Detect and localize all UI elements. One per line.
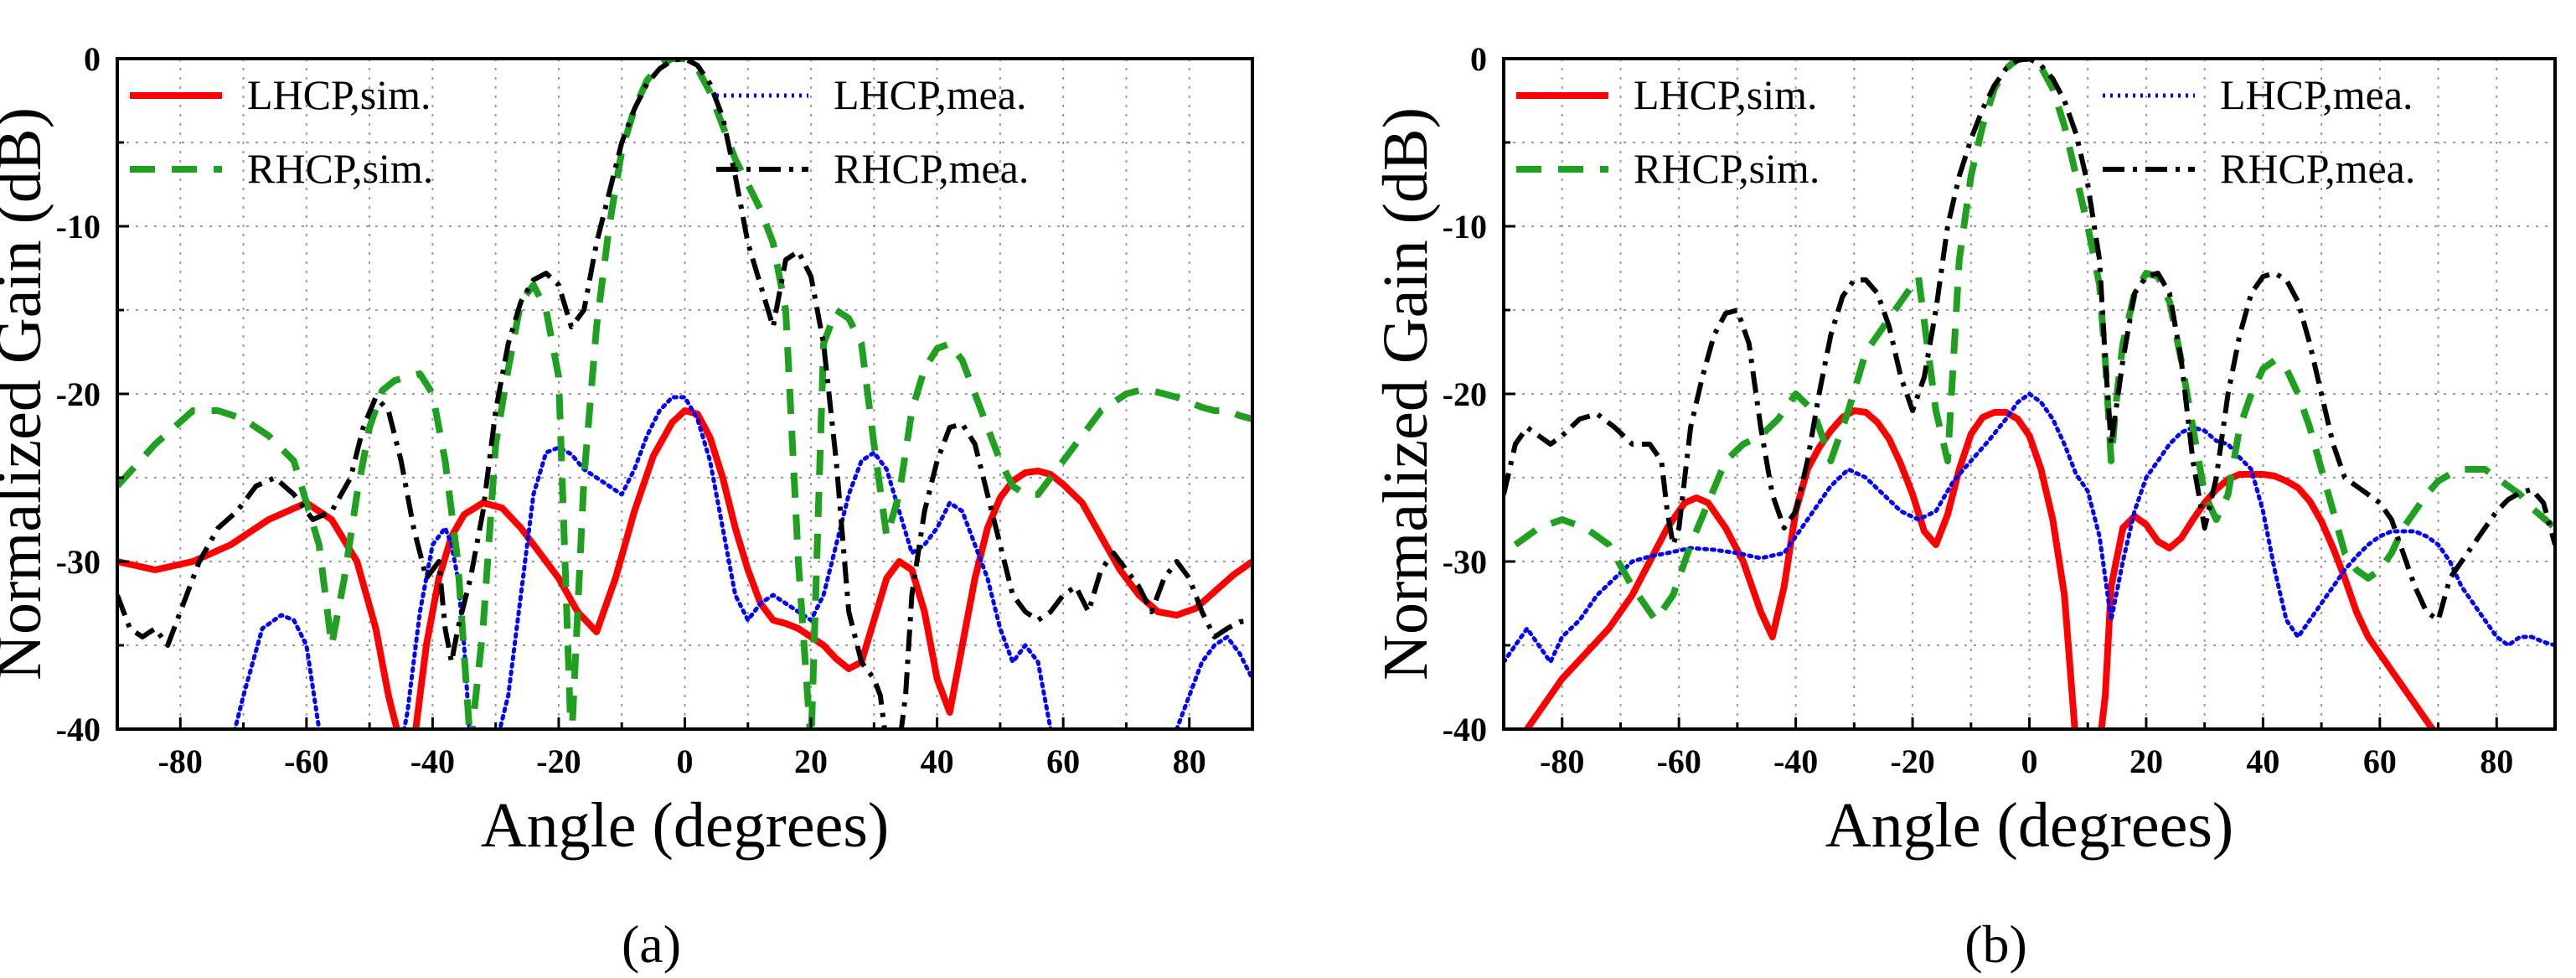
y-axis-title: Normalized Gain (dB) [1371, 107, 1441, 680]
x-tick-label: 20 [2129, 743, 2163, 780]
grid-lines [1504, 59, 2555, 729]
x-tick-label: 0 [2021, 743, 2038, 780]
x-tick-label: -40 [410, 743, 455, 780]
x-axis-title: Angle (degrees) [481, 790, 889, 861]
x-tick-label: -80 [1540, 743, 1584, 780]
legend-label: RHCP,mea. [834, 145, 1029, 192]
chart-panel-a: -80 -60 -40 -20 0 20 40 60 80 0 -10 -20 -30 -40 LHCP,… [0, 40, 1254, 974]
y-tick-label: -30 [1443, 543, 1487, 581]
legend-label: LHCP,sim. [247, 71, 431, 118]
x-tick-label: -60 [284, 743, 328, 780]
x-tick-label: 60 [2363, 743, 2397, 780]
y-tick-label: -40 [1443, 711, 1487, 748]
legend: LHCP,sim. LHCP,mea. RHCP,sim. RHCP,mea. [130, 71, 1029, 192]
series-line-rhcp-mea [117, 59, 1252, 729]
legend-label: LHCP,sim. [1634, 71, 1818, 118]
x-tick-label: 60 [1046, 743, 1080, 780]
series-line-rhcp-mea [1504, 59, 2555, 623]
y-tick-label: -10 [56, 208, 101, 246]
y-tick-label: 0 [84, 40, 101, 78]
series-layer [1504, 59, 2555, 729]
x-tick-label: 80 [2480, 743, 2513, 780]
x-tick-label: 40 [921, 743, 954, 780]
x-tick-label: 0 [677, 743, 694, 780]
x-tick-label: -20 [536, 743, 581, 780]
y-tick-label: -10 [1443, 208, 1487, 246]
series-line-lhcp-mea [1504, 391, 2555, 665]
series-layer [117, 59, 1252, 729]
tick-layer: -80 -60 -40 -20 0 20 40 60 80 0 -10 -20 -30 -40 [1443, 40, 2557, 780]
x-tick-label: -20 [1890, 743, 1934, 780]
legend-label: LHCP,mea. [2220, 71, 2413, 118]
legend-label: RHCP,sim. [1634, 145, 1820, 192]
x-tick-label: 20 [794, 743, 828, 780]
legend: LHCP,sim. LHCP,mea. RHCP,sim. RHCP,mea. [1516, 71, 2415, 192]
panel-caption: (a) [622, 914, 681, 974]
series-line-lhcp-sim [1522, 407, 2437, 729]
y-tick-label: -40 [56, 711, 101, 748]
legend-label: RHCP,mea. [2220, 145, 2415, 192]
x-tick-label: -80 [158, 743, 203, 780]
y-tick-label: 0 [1470, 40, 1487, 78]
tick-layer: -80 -60 -40 -20 0 20 40 60 80 0 -10 -20 -30 -40 [56, 40, 1254, 780]
x-axis-title: Angle (degrees) [1825, 790, 2233, 861]
y-axis-title: Normalized Gain (dB) [0, 107, 54, 680]
panel-caption: (b) [1964, 914, 2027, 974]
series-line-lhcp-sim [117, 407, 1252, 729]
series-line-lhcp-mea [232, 395, 1252, 729]
y-tick-label: -30 [56, 543, 101, 581]
y-tick-label: -20 [56, 375, 101, 413]
x-tick-label: -40 [1773, 743, 1818, 780]
y-tick-label: -20 [1443, 375, 1487, 413]
x-tick-label: -60 [1657, 743, 1701, 780]
x-tick-label: 40 [2246, 743, 2279, 780]
legend-label: LHCP,mea. [834, 71, 1027, 118]
chart-panel-b: -80 -60 -40 -20 0 20 40 60 80 0 -10 -20 -30 -40 LHCP,… [1371, 40, 2557, 974]
x-tick-label: 80 [1173, 743, 1206, 780]
legend-label: RHCP,sim. [247, 145, 433, 192]
